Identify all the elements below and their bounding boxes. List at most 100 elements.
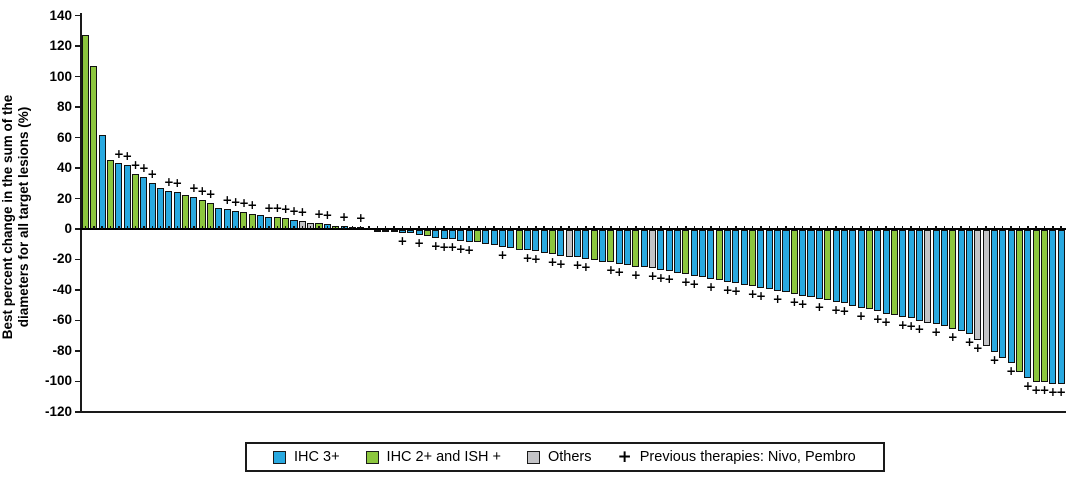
baseline-tick [676,225,679,229]
baseline-tick [518,225,520,229]
y-tick [75,258,80,261]
previous-therapy-plus-icon: + [572,258,583,273]
baseline-tick [651,225,654,229]
baseline-tick [618,225,620,229]
baseline-tick [1018,225,1021,229]
bar [932,230,940,325]
bar [1015,230,1023,372]
previous-therapy-plus-icon: + [1022,378,1033,393]
y-tick-label: 140 [49,7,72,23]
previous-therapy-plus-icon: + [230,194,241,209]
previous-therapy-plus-icon: + [464,243,475,258]
y-tick-label: -80 [52,342,72,358]
baseline-tick [101,225,103,229]
previous-therapy-plus-icon: + [455,241,466,256]
bar [707,230,715,279]
baseline-tick [743,225,745,229]
bar [448,230,456,240]
baseline-tick [760,225,762,229]
y-tick [75,319,80,322]
baseline-tick [526,225,529,229]
previous-therapy-plus-icon: + [831,302,842,317]
legend-item-previous-therapies: + Previous therapies: Nivo, Pembro [618,449,856,466]
legend-item-ihc3: IHC 3+ [273,449,340,465]
y-tick-label: 40 [56,160,72,176]
y-tick [75,350,80,352]
previous-therapy-plus-icon: + [222,193,233,208]
baseline-tick [852,225,854,229]
y-tick [75,75,80,78]
y-tick [75,380,80,383]
bar [415,230,423,235]
zero-baseline [80,228,1066,230]
baseline-tick [193,225,195,229]
bar [882,230,890,314]
baseline-tick [551,225,554,229]
previous-therapy-plus-icon: + [247,197,258,212]
bar [507,230,515,249]
baseline-tick [301,225,304,229]
baseline-tick [418,225,420,229]
bar [674,230,682,273]
plot-area: 140 120 100 80 60 40 20 0 -20 -40 -60 -80 -100 -120 +… [44,7,1066,418]
baseline-tick [660,225,662,229]
previous-therapy-plus-icon: + [1031,383,1042,398]
bar [749,230,757,287]
baseline-tick [952,225,954,229]
baseline-tick [626,225,629,229]
bar [999,230,1007,359]
baseline-tick [168,225,170,229]
bar [974,230,982,340]
previous-therapy-plus-icon: + [355,211,366,226]
bar [1032,230,1040,383]
baseline-tick [209,225,212,229]
bar [782,230,790,293]
y-tick [75,45,80,47]
legend: IHC 3+ IHC 2+ and ISH + Others + Previou… [245,442,885,472]
previous-therapy-plus-icon: + [430,238,441,253]
baseline-tick [968,225,971,229]
previous-therapy-plus-icon: + [130,158,141,173]
bar [615,230,623,264]
previous-therapy-plus-icon: + [989,352,1000,367]
bar [890,230,898,316]
baseline-tick [918,225,921,229]
baseline-tick [1027,225,1029,229]
previous-therapy-plus-icon: + [630,267,641,282]
y-axis-line [80,13,82,413]
y-tick-label: 20 [56,190,72,206]
y-tick-label: 80 [56,99,72,115]
baseline-tick [184,225,187,229]
previous-therapy-plus-icon: + [263,200,275,215]
baseline-tick [902,225,904,229]
baseline-tick [860,225,862,229]
bar [90,65,98,229]
baseline-tick [143,225,145,229]
bar [498,230,506,247]
bar [165,190,173,229]
bar [140,177,148,229]
bar [490,230,498,246]
legend-item-others: Others [527,449,592,465]
baseline-tick [493,225,495,229]
previous-therapy-plus-icon: + [147,167,158,182]
baseline-tick [401,225,404,229]
previous-therapy-plus-icon: + [931,325,942,340]
baseline-tick [443,225,445,229]
bar [190,196,198,229]
bar [907,230,915,319]
previous-therapy-plus-icon: + [856,308,867,323]
previous-therapy-plus-icon: + [655,270,666,285]
bar [715,230,723,281]
baseline-tick [360,225,362,229]
legend-label-ihc3: IHC 3+ [294,449,340,465]
baseline-tick [877,225,879,229]
bar [1007,230,1015,363]
ihc2ish-swatch-icon [365,450,379,464]
bar [982,230,990,346]
y-tick-label: -100 [44,373,72,389]
previous-therapy-plus-icon: + [797,296,808,311]
previous-therapy-plus-icon: + [122,148,133,163]
previous-therapy-plus-icon: + [163,174,174,189]
